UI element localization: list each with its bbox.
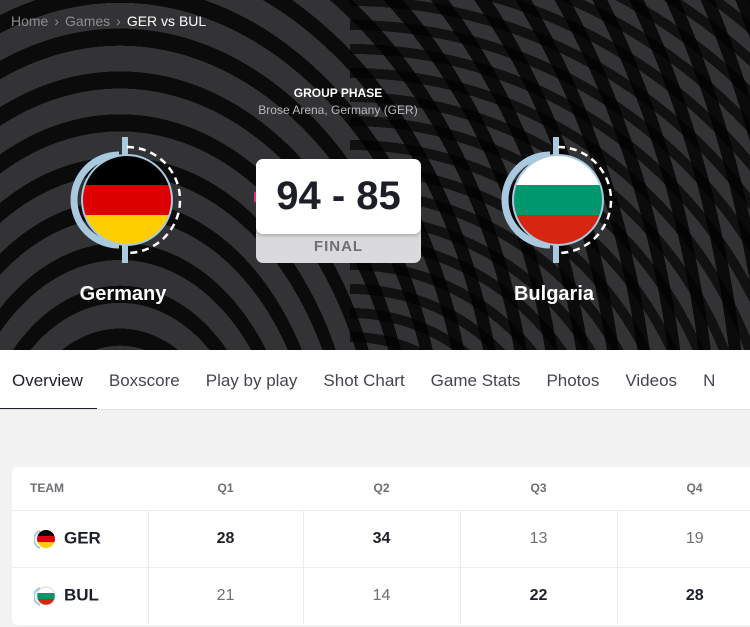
tab-overview[interactable]: Overview <box>0 350 97 409</box>
q2-score: 34 <box>302 509 460 567</box>
score-box: 94 - 85 FINAL <box>256 159 421 263</box>
team-code: GER <box>64 527 101 547</box>
header-q4: Q4 <box>686 481 703 496</box>
game-phase: GROUP PHASE <box>293 86 383 100</box>
tab-play-by-play[interactable]: Play by play <box>205 371 298 390</box>
tab-boxscore[interactable]: Boxscore <box>108 371 180 390</box>
q3-score: 22 <box>459 566 617 624</box>
germany-flag-icon[interactable] <box>63 133 183 268</box>
q4-score: 19 <box>616 509 750 567</box>
game-status: FINAL <box>313 238 364 255</box>
home-team-name[interactable]: Germany <box>79 283 167 305</box>
game-header: Home › Games › GER vs BUL GROUP PHASE Br… <box>0 0 750 350</box>
germany-flag-icon <box>34 529 55 549</box>
tab-shot-chart[interactable]: Shot Chart <box>323 371 405 390</box>
q3-score: 13 <box>459 509 617 567</box>
header-q2: Q2 <box>373 481 390 496</box>
breadcrumb: Home › Games › GER vs BUL <box>11 13 206 29</box>
tab-photos[interactable]: Photos <box>546 371 600 390</box>
tab-game-stats[interactable]: Game Stats <box>430 371 521 390</box>
header-q3: Q3 <box>530 481 547 496</box>
q4-score: 28 <box>616 566 750 624</box>
header-q1: Q1 <box>217 481 234 496</box>
table-row: GER 28 34 13 19 <box>12 509 750 567</box>
bulgaria-flag-icon <box>34 586 56 606</box>
final-score: 94 - 85 <box>256 159 421 234</box>
breadcrumb-current: GER vs BUL <box>126 13 207 29</box>
away-team-name[interactable]: Bulgaria <box>513 283 595 305</box>
q1-score: 21 <box>147 566 303 624</box>
game-tabs: Overview Boxscore Play by play Shot Char… <box>0 350 750 410</box>
chevron-right-icon: › <box>116 13 121 29</box>
tab-videos[interactable]: Videos <box>625 371 678 390</box>
team-cell[interactable]: BUL <box>12 566 148 624</box>
breadcrumb-home[interactable]: Home <box>11 13 49 29</box>
header-team: TEAM <box>30 481 64 496</box>
bulgaria-flag-icon[interactable] <box>494 133 614 268</box>
table-header: TEAM Q1 Q2 Q3 Q4 <box>12 467 750 510</box>
table-row: BUL 21 14 22 28 <box>12 566 750 624</box>
q2-score: 14 <box>302 566 460 624</box>
team-cell[interactable]: GER <box>12 509 148 567</box>
q1-score: 28 <box>147 509 303 567</box>
team-code: BUL <box>64 585 99 605</box>
tab-more[interactable]: N <box>703 371 716 390</box>
breadcrumb-games[interactable]: Games <box>65 13 111 29</box>
chevron-right-icon: › <box>54 13 60 29</box>
quarter-scores-table: TEAM Q1 Q2 Q3 Q4 GER 28 34 13 19 BUL 21 … <box>12 467 750 625</box>
game-venue: Brose Arena, Germany (GER) <box>258 103 418 117</box>
